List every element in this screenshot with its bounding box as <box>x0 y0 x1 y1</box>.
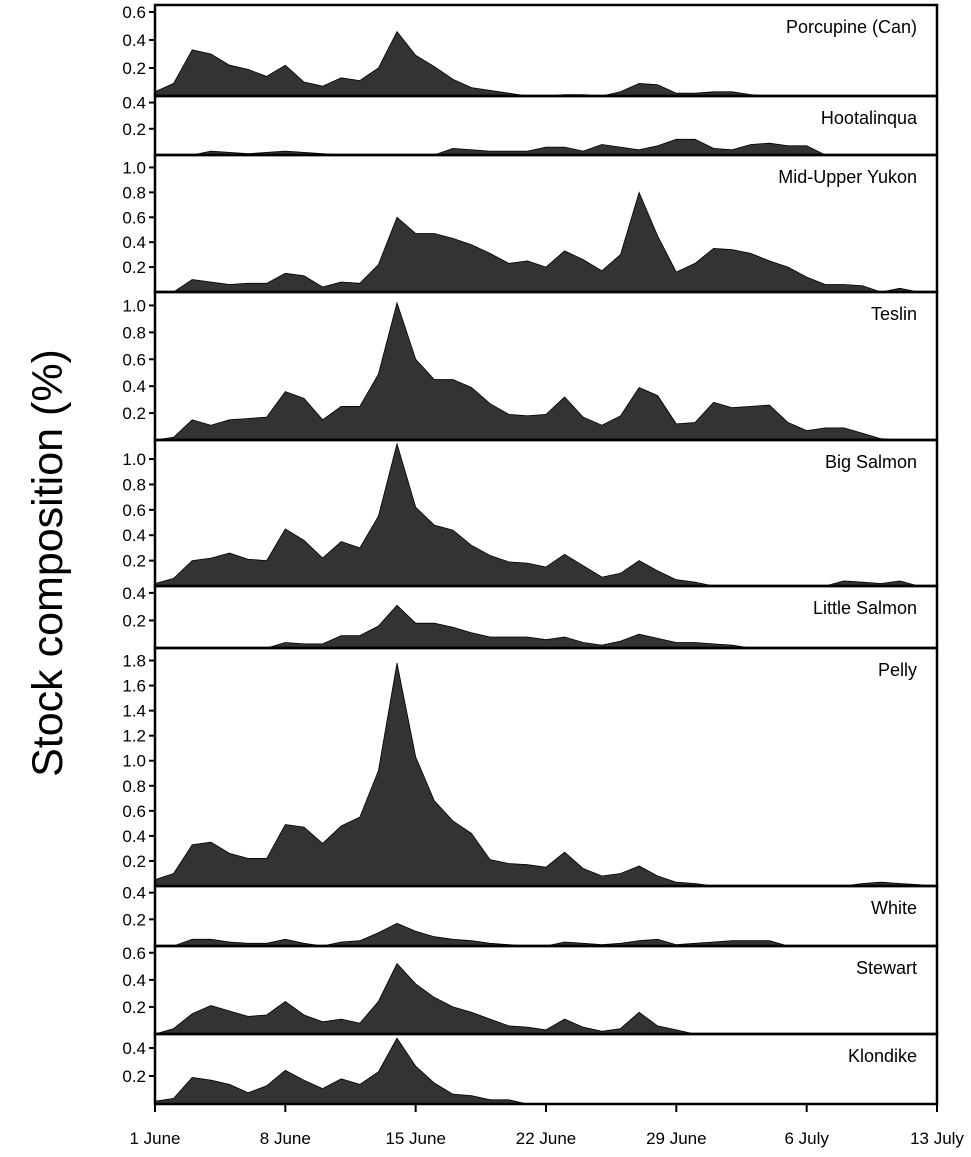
area-series-white <box>155 922 937 947</box>
x-tick-label: 22 June <box>516 1129 577 1148</box>
y-tick-label: 0.4 <box>122 377 146 396</box>
panel-label: Big Salmon <box>825 452 917 472</box>
y-tick-label: 1.0 <box>122 450 146 469</box>
y-tick-label: 0.2 <box>122 552 146 571</box>
panel-big-salmon: 0.2 0.4 0.6 0.8 1.0 Big Salmon <box>122 438 939 588</box>
panel-little-salmon: 0.2 0.4 Little Salmon <box>122 584 939 650</box>
panel-white: 0.2 0.4 White <box>122 884 939 948</box>
x-tick-label: 1 June <box>129 1129 180 1148</box>
y-tick-label: 1.2 <box>122 727 146 746</box>
panel-mid-upper-yukon: 0.2 0.4 0.6 0.8 1.0 Mid-Upper Yukon <box>122 153 939 294</box>
y-tick-label: 0.8 <box>122 777 146 796</box>
y-tick-label: 0.4 <box>122 94 146 113</box>
y-tick-label: 0.6 <box>122 944 146 963</box>
y-tick-label: 0.6 <box>122 501 146 520</box>
x-tick-label: 8 June <box>260 1129 311 1148</box>
y-tick-label: 0.2 <box>122 59 146 78</box>
y-tick-label: 0.4 <box>122 884 146 903</box>
panel-label: Hootalinqua <box>821 108 918 128</box>
area-series-porcupine-can <box>154 30 937 97</box>
panel-label: White <box>871 898 917 918</box>
y-axis-title: Stock composition (%) <box>24 349 72 777</box>
panel-frame <box>153 884 939 948</box>
y-tick-label: 0.2 <box>122 910 146 929</box>
panel-pelly: 0.2 0.4 0.6 0.8 1.0 1.2 1.4 1.6 1.8 Pelly <box>122 646 939 888</box>
area-series-stewart <box>154 962 937 1035</box>
panel-label: Porcupine (Can) <box>786 17 917 37</box>
y-tick-label: 1.0 <box>122 296 146 315</box>
area-series-big-salmon <box>154 442 937 587</box>
y-tick-label: 0.6 <box>122 350 146 369</box>
area-series-pelly <box>154 662 938 887</box>
panel-teslin: 0.2 0.4 0.6 0.8 1.0 Teslin <box>122 290 939 442</box>
y-tick-label: 0.8 <box>122 475 146 494</box>
x-tick-label: 13 July <box>910 1129 964 1148</box>
area-series-klondike <box>154 1037 937 1105</box>
x-axis: 1 June 8 June 15 June 22 June 29 June 6 July 1… <box>129 1104 964 1148</box>
y-tick-label: 1.0 <box>122 158 146 177</box>
y-tick-label: 0.2 <box>122 852 146 871</box>
y-tick-label: 1.8 <box>122 652 146 671</box>
y-tick-label: 0.6 <box>122 208 146 227</box>
panel-label: Stewart <box>856 958 917 978</box>
y-tick-label: 0.4 <box>122 584 146 603</box>
y-tick-label: 0.4 <box>122 1039 146 1058</box>
y-tick-label: 0.6 <box>122 3 146 22</box>
y-tick-label: 0.4 <box>122 233 146 252</box>
y-tick-label: 0.2 <box>122 1067 146 1086</box>
panel-label: Klondike <box>848 1046 917 1066</box>
panel-label: Little Salmon <box>813 598 917 618</box>
y-tick-label: 0.4 <box>122 827 146 846</box>
y-tick-label: 0.4 <box>122 31 146 50</box>
panel-hootalinqua: 0.2 0.4 Hootalinqua <box>122 94 939 157</box>
panel-frame <box>153 94 939 157</box>
y-tick-label: 0.2 <box>122 404 146 423</box>
y-tick-label: 0.6 <box>122 802 146 821</box>
chart-panels: 0.2 0.4 0.6 Porcupine (Can) 0.2 0.4 Hootalinqu… <box>122 3 939 1106</box>
y-tick-label: 0.2 <box>122 611 146 630</box>
y-tick-label: 0.2 <box>122 120 146 139</box>
x-tick-label: 29 June <box>646 1129 707 1148</box>
y-tick-label: 0.4 <box>122 971 146 990</box>
area-series-hootalinqua <box>155 138 937 156</box>
y-tick-label: 0.2 <box>122 998 146 1017</box>
y-tick-label: 1.4 <box>122 702 146 721</box>
x-tick-label: 15 June <box>385 1129 446 1148</box>
y-tick-label: 0.8 <box>122 323 146 342</box>
y-tick-label: 0.4 <box>122 526 146 545</box>
y-tick-label: 1.6 <box>122 677 146 696</box>
area-series-teslin <box>154 301 937 441</box>
x-tick-label: 6 July <box>784 1129 829 1148</box>
panel-label: Mid-Upper Yukon <box>778 167 917 187</box>
y-tick-label: 0.8 <box>122 183 146 202</box>
y-tick-label: 0.2 <box>122 258 146 277</box>
area-series-mid-upper-yukon <box>155 191 937 293</box>
panel-label: Teslin <box>871 304 917 324</box>
panel-label: Pelly <box>878 660 917 680</box>
panel-porcupine-can: 0.2 0.4 0.6 Porcupine (Can) <box>122 3 939 98</box>
panel-stewart: 0.2 0.4 0.6 Stewart <box>122 944 939 1036</box>
panel-klondike: 0.2 0.4 Klondike <box>122 1032 939 1106</box>
y-tick-label: 1.0 <box>122 752 146 771</box>
